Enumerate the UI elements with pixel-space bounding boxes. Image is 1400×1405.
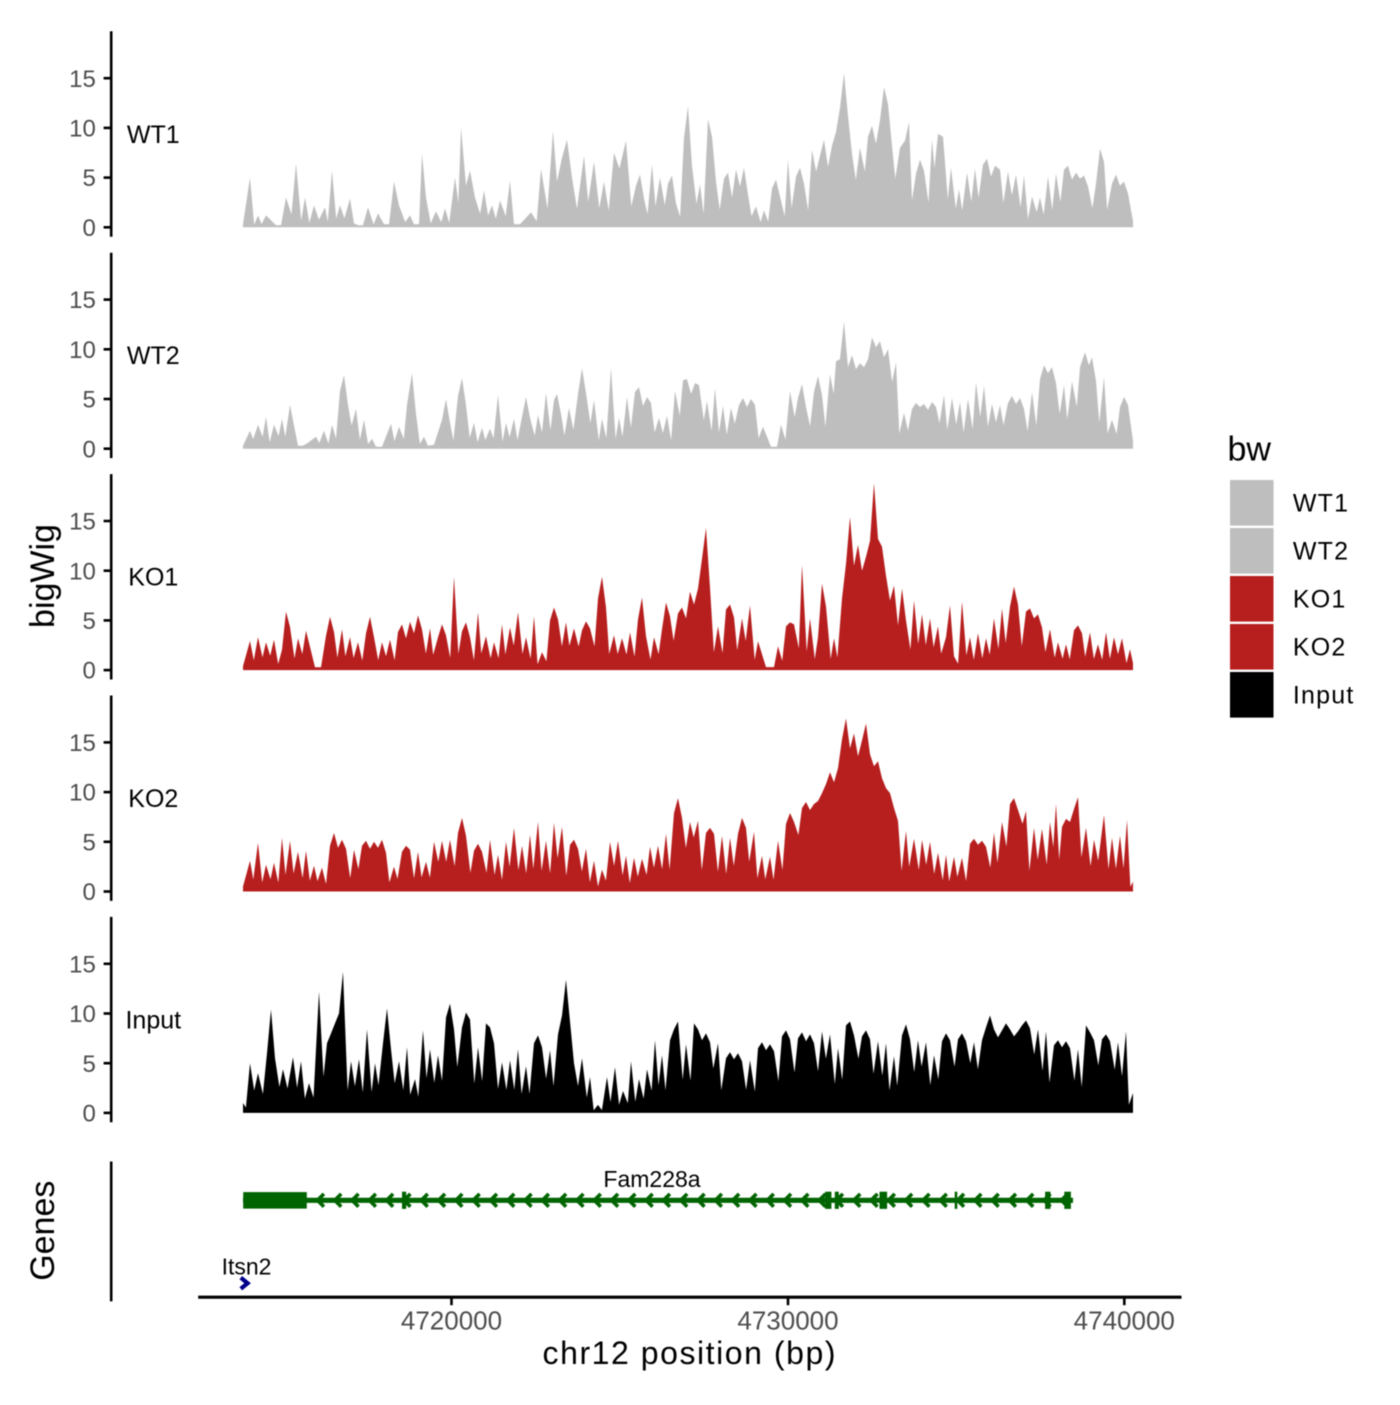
svg-text:15: 15 [69, 951, 96, 978]
svg-text:5: 5 [82, 387, 95, 414]
svg-text:10: 10 [69, 116, 96, 143]
svg-text:KO1: KO1 [1293, 586, 1347, 614]
svg-text:0: 0 [82, 879, 95, 906]
svg-text:KO2: KO2 [128, 785, 178, 813]
svg-text:10: 10 [69, 1001, 96, 1028]
svg-text:4730000: 4730000 [737, 1306, 838, 1336]
svg-text:4720000: 4720000 [401, 1306, 502, 1336]
svg-text:Fam228a: Fam228a [603, 1166, 700, 1192]
svg-text:Itsn2: Itsn2 [222, 1254, 272, 1280]
svg-text:5: 5 [82, 165, 95, 192]
svg-text:bw: bw [1228, 431, 1272, 469]
svg-text:10: 10 [69, 337, 96, 364]
svg-text:10: 10 [69, 780, 96, 807]
svg-text:chr12 position (bp): chr12 position (bp) [543, 1335, 837, 1371]
svg-text:4740000: 4740000 [1074, 1306, 1175, 1336]
svg-text:5: 5 [82, 608, 95, 635]
svg-text:15: 15 [69, 66, 96, 93]
svg-text:KO2: KO2 [1293, 634, 1347, 662]
svg-text:Input: Input [1293, 682, 1355, 710]
svg-text:WT2: WT2 [1293, 538, 1349, 566]
svg-text:bigWig: bigWig [24, 524, 62, 628]
svg-text:5: 5 [82, 1051, 95, 1078]
svg-text:WT1: WT1 [1293, 490, 1349, 518]
svg-text:0: 0 [82, 658, 95, 685]
svg-text:Genes: Genes [24, 1181, 62, 1281]
svg-text:WT2: WT2 [127, 342, 180, 370]
svg-text:10: 10 [69, 558, 96, 585]
svg-text:WT1: WT1 [127, 121, 180, 149]
svg-text:Input: Input [125, 1006, 181, 1034]
svg-text:KO1: KO1 [128, 564, 178, 592]
svg-text:15: 15 [69, 509, 96, 536]
svg-text:0: 0 [82, 215, 95, 242]
svg-text:15: 15 [69, 730, 96, 757]
svg-text:0: 0 [82, 436, 95, 463]
svg-text:5: 5 [82, 829, 95, 856]
svg-text:15: 15 [69, 287, 96, 314]
svg-text:0: 0 [82, 1101, 95, 1128]
